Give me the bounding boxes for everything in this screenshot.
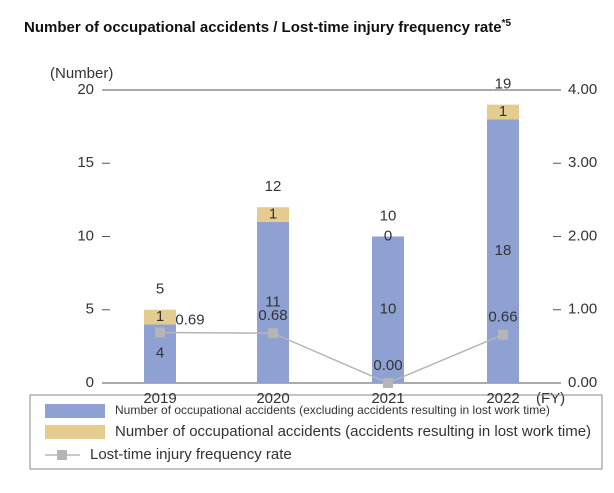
segment-label: 0 <box>384 227 392 244</box>
x-axis-label: (FY) <box>536 390 565 407</box>
bar-segment <box>487 104 519 120</box>
legend-label: Number of occupational accidents (exclud… <box>115 403 550 417</box>
rate-marker <box>383 378 393 388</box>
bar-segment <box>372 236 404 383</box>
rate-line <box>159 331 504 384</box>
y-tick-label: 15 <box>77 154 94 171</box>
segment-label: 1 <box>499 103 507 120</box>
rate-label: 0.00 <box>373 357 402 374</box>
bar-segment <box>257 221 289 383</box>
total-label: 12 <box>265 178 282 195</box>
rate-label: 0.69 <box>175 311 204 328</box>
segment-label: 1 <box>156 308 164 325</box>
segment-label: 1 <box>269 205 277 222</box>
y2-tick-label: 4.00 <box>568 81 597 98</box>
x-tick-label: 2021 <box>371 390 404 407</box>
y2-tick-label: 0.00 <box>568 374 597 391</box>
x-tick-label: 2019 <box>143 390 176 407</box>
y-tick-label: 5 <box>86 301 94 318</box>
title-note: *5 <box>502 18 512 29</box>
rate-marker <box>268 328 278 339</box>
x-tick-label: 2022 <box>486 390 519 407</box>
x-tick-label: 2020 <box>256 390 289 407</box>
total-label: 5 <box>156 281 164 298</box>
legend-swatch <box>45 404 105 418</box>
y2-tick-label: 3.00 <box>568 154 597 171</box>
segment-label: 10 <box>380 301 397 318</box>
y2-tick-label: 2.00 <box>568 227 597 244</box>
rate-marker <box>155 327 165 338</box>
y-tick-label: 20 <box>77 81 94 98</box>
total-label: 19 <box>495 76 512 93</box>
legend-marker <box>57 450 67 460</box>
rate-label: 0.66 <box>488 309 517 326</box>
y-axis-label: (Number) <box>50 65 113 82</box>
legend-swatch <box>45 425 105 439</box>
y-tick-label: 0 <box>86 374 94 391</box>
bar-segment <box>257 207 289 222</box>
segment-label: 4 <box>156 345 164 362</box>
title-text: Number of occupational accidents / Lost-… <box>24 19 502 36</box>
rate-marker <box>498 329 508 340</box>
y2-tick-label: 1.00 <box>568 301 597 318</box>
rate-label: 0.68 <box>258 307 287 324</box>
legend-label: Number of occupational accidents (accide… <box>115 423 591 440</box>
legend-box <box>29 394 603 470</box>
segment-label: 11 <box>265 293 281 310</box>
total-label: 10 <box>380 207 397 224</box>
chart-title: Number of occupational accidents / Lost-… <box>24 18 512 36</box>
bar-segment <box>144 309 176 325</box>
segment-label: 18 <box>495 242 512 259</box>
legend-label: Lost-time injury frequency rate <box>90 446 292 463</box>
y-tick-label: 10 <box>77 227 94 244</box>
